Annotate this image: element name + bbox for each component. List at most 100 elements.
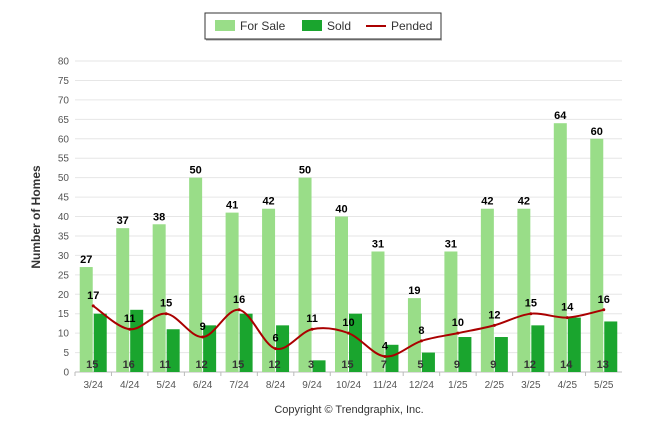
pended-value-label: 4 [382,340,389,352]
pended-point [565,316,569,320]
for-sale-value-label: 64 [554,110,567,122]
y-tick-label: 60 [58,134,70,145]
sold-value-label: 3 [308,359,314,371]
x-tick-label: 3/24 [83,380,103,391]
x-tick-label: 8/24 [266,380,286,391]
bar-sold [166,329,180,372]
x-tick-label: 7/24 [229,380,249,391]
y-axis: 0 5 10 15 20 25 30 35 40 45 50 55 60 65 70 75 80 [58,57,70,379]
for-sale-value-label: 19 [408,285,420,297]
x-tick-label: 12/24 [409,380,434,391]
bar-sold [567,317,581,372]
legend-label: Pended [391,19,432,33]
sold-value-label: 12 [268,359,280,371]
bar-sold [385,344,399,372]
y-tick-label: 75 [58,76,70,87]
y-tick-label: 10 [58,329,70,340]
for-sale-value-label: 40 [335,204,347,216]
y-tick-label: 50 [58,173,70,184]
data-labels: 27 15 37 16 38 11 50 12 41 15 42 12 50 3 40 15 31 7 19 5 31 9… [80,110,610,371]
bar-for-sale [444,251,458,372]
x-axis: 3/24 4/24 5/24 6/24 7/24 8/24 9/24 10/24 11/24 12… [74,372,614,391]
y-tick-label: 80 [58,57,70,68]
pended-value-label: 9 [200,321,206,333]
pended-value-label: 16 [598,294,610,306]
bar-for-sale [480,208,494,372]
pended-value-label: 6 [273,333,279,345]
sold-value-label: 13 [597,359,609,371]
legend-box [204,12,442,40]
pended-point [456,331,460,335]
sold-value-label: 15 [341,359,353,371]
for-sale-value-label: 38 [153,211,165,223]
bar-sold [421,352,435,372]
copyright-text: Copyright © Trendgraphix, Inc. [274,404,423,416]
pended-value-label: 14 [561,302,574,314]
for-sale-value-label: 31 [372,238,384,250]
for-sale-value-label: 42 [481,196,493,208]
x-tick-label: 5/25 [594,380,614,391]
pended-point [419,339,423,343]
legend-label: Sold [327,19,351,33]
sold-value-label: 9 [490,359,496,371]
pended-value-label: 11 [124,313,136,325]
pended-point [383,354,387,358]
x-tick-label: 5/24 [156,380,176,391]
for-sale-value-label: 50 [190,165,202,177]
pended-value-label: 11 [306,313,318,325]
bar-for-sale [79,267,93,372]
bar-sold [531,325,545,372]
for-sale-value-label: 37 [117,215,129,227]
pended-value-label: 17 [87,290,99,302]
sold-value-label: 15 [86,359,98,371]
sold-value-label: 14 [560,359,573,371]
sold-value-label: 7 [381,359,387,371]
bar-sold [494,337,508,372]
pended-value-label: 10 [342,317,354,329]
bar-for-sale [116,228,130,372]
x-tick-label: 10/24 [336,380,361,391]
y-tick-label: 70 [58,95,70,106]
x-tick-label: 1/25 [448,380,468,391]
pended-value-label: 15 [160,298,172,310]
y-tick-label: 15 [58,309,70,320]
x-tick-label: 2/25 [485,380,505,391]
for-sale-value-label: 42 [262,196,274,208]
sold-value-label: 15 [232,359,244,371]
for-sale-value-label: 60 [591,126,603,138]
for-sale-value-label: 50 [299,165,311,177]
pended-point [91,304,95,308]
pended-line [91,304,606,358]
for-sale-value-label: 42 [518,196,530,208]
bar-sold [93,313,107,372]
bar-for-sale [517,208,531,372]
bar-for-sale [371,251,385,372]
pended-point [310,327,314,331]
sold-value-label: 5 [417,359,423,371]
pended-value-label: 15 [525,298,537,310]
sold-value-label: 12 [524,359,536,371]
for-sale-value-label: 41 [226,200,238,212]
x-tick-label: 4/25 [558,380,578,391]
legend-swatch [302,20,322,31]
pended-value-label: 8 [418,325,424,337]
bar-for-sale [189,177,203,372]
x-tick-label: 3/25 [521,380,541,391]
pended-point [237,308,241,312]
for-sale-value-label: 31 [445,238,457,250]
pended-value-label: 12 [488,309,500,321]
pended-point [128,327,132,331]
sold-value-label: 9 [454,359,460,371]
bar-for-sale [225,212,239,372]
pended-point [602,308,606,312]
sold-value-label: 16 [123,359,135,371]
bar-for-sale [553,123,567,372]
y-tick-label: 5 [63,348,69,359]
pended-value-label: 10 [452,317,464,329]
pended-value-label: 16 [233,294,245,306]
y-tick-label: 35 [58,231,70,242]
y-tick-label: 55 [58,154,70,165]
legend-swatch [215,20,235,31]
bar-sold [239,313,253,372]
